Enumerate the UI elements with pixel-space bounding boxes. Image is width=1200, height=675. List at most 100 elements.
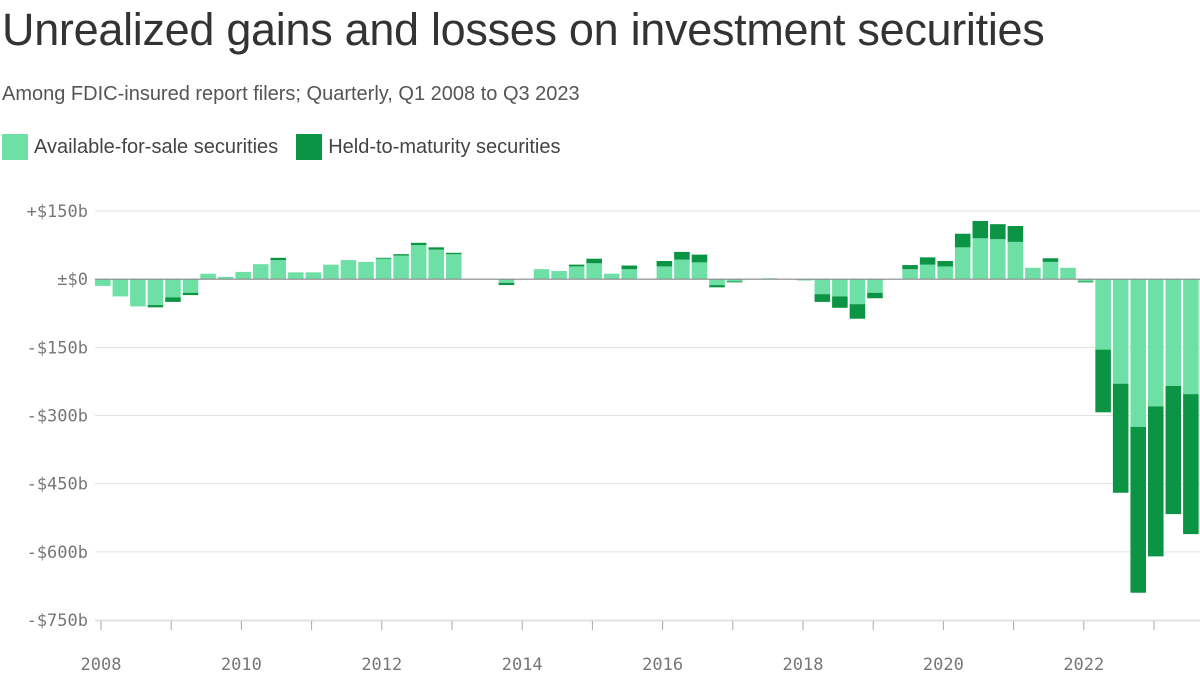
bar-held-to-maturity [182,292,199,296]
bars [95,220,1199,593]
bar-held-to-maturity [1007,225,1024,242]
bar-available-for-sale [1165,279,1182,386]
bar-held-to-maturity [586,258,602,264]
legend-swatch-htm [296,134,323,160]
bar-held-to-maturity [1042,258,1059,262]
bar-held-to-maturity [1148,406,1164,557]
bar-held-to-maturity [832,296,848,308]
y-tick-label: -$150b [27,338,88,358]
bar-available-for-sale [902,269,918,280]
bar-available-for-sale [165,279,181,298]
y-tick-label: -$750b [27,611,88,631]
bar-available-for-sale [1095,279,1111,350]
y-tick-label: -$600b [27,543,88,563]
bar-available-for-sale [288,272,304,280]
legend-label-afs: Available-for-sale securities [34,135,279,158]
y-axis-labels: +$150b ±$0 -$150b -$300b -$450b -$600b -$750b [27,202,88,631]
bar-available-for-sale [270,260,287,280]
bar-available-for-sale [428,249,444,280]
bar-held-to-maturity [1130,426,1146,593]
bar-available-for-sale [919,264,936,280]
bar-available-for-sale [323,264,339,280]
x-tick-label: 2010 [221,655,262,675]
bar-available-for-sale [990,239,1006,280]
bar-available-for-sale [217,276,234,280]
bar-available-for-sale [568,266,585,280]
bar-held-to-maturity [428,247,444,250]
bar-available-for-sale [691,262,708,280]
bar-available-for-sale [867,279,883,293]
bar-available-for-sale [709,279,725,286]
bar-available-for-sale [358,261,374,280]
bar-available-for-sale [1112,279,1129,384]
bar-held-to-maturity [1183,394,1199,535]
bar-available-for-sale [674,259,690,280]
bar-held-to-maturity [375,257,392,259]
x-tick-label: 2020 [923,655,964,675]
legend-item-afs: Available-for-sale securities [2,134,278,160]
bar-held-to-maturity [814,294,831,302]
bar-available-for-sale [533,269,550,280]
x-tick-label: 2022 [1063,655,1104,675]
bar-available-for-sale [797,279,813,281]
bar-available-for-sale [200,273,216,280]
y-tick-label: +$150b [27,202,88,222]
bar-available-for-sale [95,279,111,286]
bar-held-to-maturity [867,292,883,299]
chart-subtitle: Among FDIC-insured report filers; Quarte… [2,83,580,105]
x-tick-label: 2008 [81,655,122,675]
bar-held-to-maturity [568,264,585,267]
y-tick-label: ±$0 [57,270,88,290]
bar-available-for-sale [393,255,409,280]
bar-available-for-sale [937,266,953,280]
bar-held-to-maturity [674,251,690,260]
bar-available-for-sale [130,279,146,307]
legend-label-htm: Held-to-maturity securities [328,135,561,158]
bar-available-for-sale [586,263,602,280]
bar-available-for-sale [1060,267,1076,280]
bar-available-for-sale [1148,279,1164,407]
bar-available-for-sale [147,279,164,306]
y-tick-label: -$450b [27,475,88,495]
bar-available-for-sale [1042,261,1059,280]
bar-available-for-sale [1130,279,1146,427]
bar-available-for-sale [814,279,831,295]
bar-available-for-sale [182,279,199,293]
bar-held-to-maturity [972,220,989,239]
bar-held-to-maturity [919,257,936,265]
bar-held-to-maturity [902,265,918,270]
y-tick-label: -$300b [27,407,88,427]
bar-held-to-maturity [990,224,1006,240]
bar-available-for-sale [375,258,392,280]
bar-held-to-maturity [1165,385,1182,515]
bar-available-for-sale [849,279,866,305]
bar-available-for-sale [954,247,971,280]
chart-title: Unrealized gains and losses on investmen… [2,4,1045,55]
bar-available-for-sale [112,279,129,297]
bar-held-to-maturity [726,281,743,283]
bar-available-for-sale [1183,279,1199,395]
bar-available-for-sale [832,279,848,297]
bar-held-to-maturity [621,265,638,270]
bar-available-for-sale [603,273,620,280]
bar-available-for-sale [1007,241,1024,280]
bar-available-for-sale [621,269,638,280]
bar-held-to-maturity [1077,281,1094,283]
bar-held-to-maturity [446,252,462,255]
bar-available-for-sale [252,264,269,280]
bar-held-to-maturity [937,260,953,267]
bar-available-for-sale [1025,267,1041,280]
x-tick-label: 2014 [502,655,543,675]
bar-held-to-maturity [691,254,708,263]
bar-held-to-maturity [709,285,725,288]
x-tick-label: 2018 [783,655,824,675]
bar-available-for-sale [305,272,322,280]
bar-available-for-sale [235,271,251,280]
bar-held-to-maturity [165,297,181,302]
bar-available-for-sale [446,254,462,280]
bar-held-to-maturity [147,305,164,308]
bar-held-to-maturity [270,257,287,261]
bar-held-to-maturity [1095,349,1111,413]
bar-held-to-maturity [656,260,673,267]
bar-available-for-sale [1077,279,1094,282]
